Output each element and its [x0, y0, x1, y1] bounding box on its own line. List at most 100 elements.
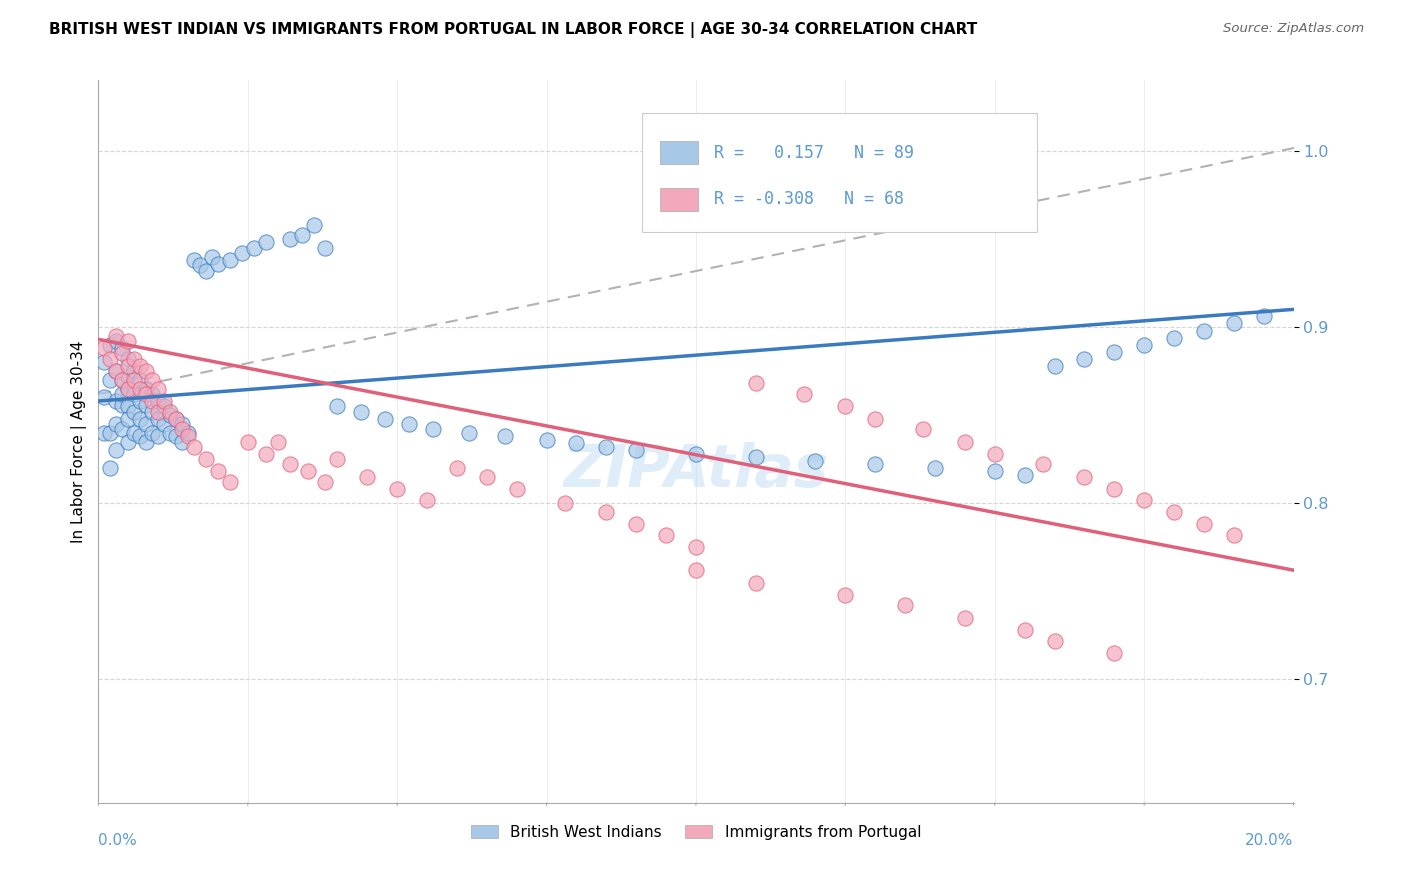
Point: [231, 246, 253, 260]
Point: [141, 404, 163, 418]
Point: [141, 394, 163, 409]
Point: [267, 434, 290, 449]
Point: [159, 404, 181, 418]
Point: [865, 411, 887, 425]
Point: [422, 422, 444, 436]
Point: [446, 461, 468, 475]
Point: [93, 341, 115, 355]
Text: R = -0.308   N = 68: R = -0.308 N = 68: [714, 191, 904, 209]
Point: [984, 447, 1007, 461]
Point: [416, 492, 439, 507]
Point: [475, 470, 498, 484]
Point: [207, 256, 229, 270]
Point: [172, 422, 194, 436]
FancyBboxPatch shape: [661, 188, 699, 211]
Point: [105, 334, 128, 348]
FancyBboxPatch shape: [643, 112, 1036, 232]
Text: BRITISH WEST INDIAN VS IMMIGRANTS FROM PORTUGAL IN LABOR FORCE | AGE 30-34 CORRE: BRITISH WEST INDIAN VS IMMIGRANTS FROM P…: [49, 22, 977, 38]
Point: [165, 411, 187, 425]
Point: [315, 241, 337, 255]
Point: [195, 263, 218, 277]
Point: [117, 434, 139, 449]
Point: [302, 218, 325, 232]
Point: [458, 425, 481, 440]
Point: [685, 563, 707, 577]
Point: [93, 425, 115, 440]
Point: [111, 398, 134, 412]
Point: [834, 588, 856, 602]
Point: [745, 575, 768, 590]
Point: [148, 429, 170, 443]
Point: [195, 452, 218, 467]
Point: [135, 364, 157, 378]
Point: [804, 454, 827, 468]
Point: [1073, 351, 1095, 366]
Point: [398, 417, 420, 431]
Point: [1163, 330, 1185, 344]
Point: [685, 447, 707, 461]
Point: [297, 465, 319, 479]
Y-axis label: In Labor Force | Age 30-34: In Labor Force | Age 30-34: [72, 340, 87, 543]
Point: [183, 440, 205, 454]
Point: [1163, 505, 1185, 519]
Point: [124, 351, 146, 366]
Point: [278, 458, 301, 472]
Point: [291, 228, 314, 243]
Point: [1223, 528, 1246, 542]
Point: [105, 417, 128, 431]
Point: [141, 387, 163, 401]
Point: [165, 429, 187, 443]
Point: [254, 235, 277, 250]
Point: [177, 429, 200, 443]
Point: [98, 373, 122, 387]
Point: [129, 411, 152, 425]
Point: [953, 434, 976, 449]
Text: R =   0.157   N = 89: R = 0.157 N = 89: [714, 144, 914, 161]
Point: [374, 411, 396, 425]
Point: [135, 434, 157, 449]
Point: [350, 404, 373, 418]
Point: [177, 425, 200, 440]
Point: [1104, 482, 1126, 496]
Point: [1192, 324, 1215, 338]
FancyBboxPatch shape: [661, 141, 699, 164]
Point: [326, 399, 349, 413]
Point: [565, 436, 588, 450]
Point: [124, 425, 146, 440]
Point: [1104, 646, 1126, 660]
Point: [326, 452, 349, 467]
Point: [506, 482, 529, 496]
Point: [834, 399, 856, 413]
Point: [243, 241, 266, 255]
Point: [135, 398, 157, 412]
Point: [153, 394, 176, 409]
Point: [201, 250, 224, 264]
Point: [153, 399, 176, 413]
Point: [315, 475, 337, 489]
Point: [117, 359, 139, 373]
Point: [105, 443, 128, 458]
Point: [105, 328, 128, 343]
Point: [1014, 468, 1036, 483]
Point: [953, 611, 976, 625]
Point: [685, 541, 707, 555]
Point: [865, 458, 887, 472]
Point: [1253, 310, 1275, 324]
Point: [984, 465, 1007, 479]
Point: [148, 394, 170, 409]
Point: [141, 425, 163, 440]
Point: [111, 341, 134, 355]
Legend: British West Indians, Immigrants from Portugal: British West Indians, Immigrants from Po…: [464, 819, 928, 846]
Point: [626, 443, 648, 458]
Text: Source: ZipAtlas.com: Source: ZipAtlas.com: [1223, 22, 1364, 36]
Point: [105, 364, 128, 378]
Point: [172, 434, 194, 449]
Point: [98, 337, 122, 351]
Point: [105, 394, 128, 409]
Point: [129, 394, 152, 409]
Point: [98, 461, 122, 475]
Point: [1073, 470, 1095, 484]
Point: [236, 434, 259, 449]
Point: [183, 253, 205, 268]
Point: [117, 411, 139, 425]
